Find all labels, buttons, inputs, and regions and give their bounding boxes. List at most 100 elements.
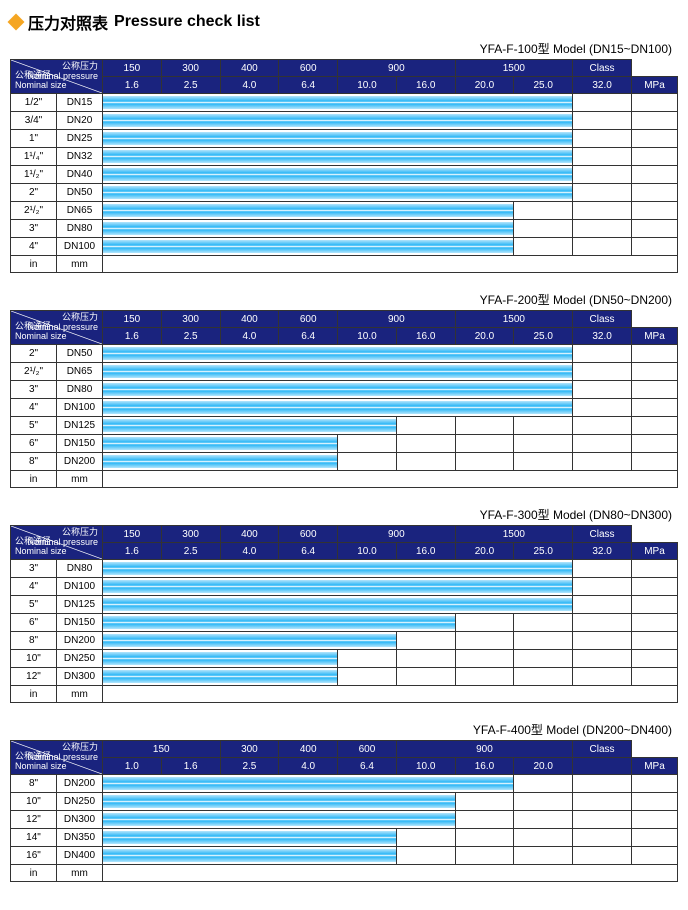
empty-cell: [514, 668, 573, 686]
pressure-bar: [103, 96, 572, 109]
empty-cell: [573, 632, 632, 650]
model-label: YFA-F-100型 Model (DN15~DN100): [10, 40, 678, 57]
unit-in: in: [11, 686, 57, 703]
class-header: 900: [396, 741, 572, 758]
table-row: 5"DN125: [11, 417, 678, 435]
size-dn: DN50: [57, 345, 103, 363]
size-in: 8": [11, 775, 57, 793]
size-in: 6": [11, 435, 57, 453]
empty-cell: [396, 453, 455, 471]
mpa-header: 1.6: [103, 543, 162, 560]
pressure-table: 公称压力Nominal pressure公称通径Nominal size1503…: [10, 740, 678, 882]
size-dn: DN20: [57, 112, 103, 130]
pressure-table-block: YFA-F-200型 Model (DN50~DN200) 公称压力Nominal…: [10, 291, 678, 488]
tables-container: YFA-F-100型 Model (DN15~DN100) 公称压力Nominal…: [10, 40, 678, 882]
corner-cell: 公称压力Nominal pressure公称通径Nominal size: [11, 60, 103, 94]
mpa-header: 16.0: [455, 758, 514, 775]
empty-cell: [514, 811, 573, 829]
size-in: 10": [11, 793, 57, 811]
pressure-bar-cell: [103, 632, 397, 650]
size-dn: DN100: [57, 399, 103, 417]
table-row: 8"DN200: [11, 775, 678, 793]
mpa-header: 16.0: [396, 543, 455, 560]
size-in: 3": [11, 560, 57, 578]
size-dn: DN15: [57, 94, 103, 112]
empty-cell: [396, 435, 455, 453]
mpa-header: 2.5: [161, 77, 220, 94]
pressure-bar: [103, 849, 396, 862]
empty-cell: [455, 847, 514, 865]
class-header: 300: [161, 526, 220, 543]
pressure-bar: [103, 455, 337, 468]
pressure-bar-cell: [103, 668, 338, 686]
model-label: YFA-F-200型 Model (DN50~DN200): [10, 291, 678, 308]
mpa-header: 25.0: [514, 77, 573, 94]
pressure-bar: [103, 652, 337, 665]
mpa-header: 20.0: [514, 758, 573, 775]
class-header: 900: [338, 526, 456, 543]
pressure-bar: [103, 347, 572, 360]
mpa-header: 10.0: [396, 758, 455, 775]
size-in: 3/4": [11, 112, 57, 130]
size-dn: DN40: [57, 166, 103, 184]
row-end-cell: [632, 775, 678, 793]
size-dn: DN25: [57, 130, 103, 148]
row-end-cell: [632, 578, 678, 596]
empty-cell: [396, 417, 455, 435]
class-unit-header: Class: [573, 741, 632, 758]
pressure-bar-cell: [103, 793, 456, 811]
mpa-header: [573, 758, 632, 775]
row-end-cell: [632, 560, 678, 578]
unit-mm: mm: [57, 471, 103, 488]
size-in: 5": [11, 417, 57, 435]
table-row: 4"DN100: [11, 238, 678, 256]
pressure-table-block: YFA-F-300型 Model (DN80~DN300)公称压力Nominal…: [10, 506, 678, 703]
size-in: 8": [11, 453, 57, 471]
class-unit-header: Class: [573, 311, 632, 328]
pressure-table: 公称压力Nominal pressure公称通径Nominal size1503…: [10, 310, 678, 488]
unit-mm: mm: [57, 686, 103, 703]
size-in: 10": [11, 650, 57, 668]
empty-cell: [573, 614, 632, 632]
class-header: 400: [220, 526, 279, 543]
pressure-bar-cell: [103, 381, 573, 399]
empty-cell: [573, 650, 632, 668]
pressure-bar-cell: [103, 94, 573, 112]
row-end-cell: [632, 166, 678, 184]
empty-cell: [573, 578, 632, 596]
empty-cell: [573, 793, 632, 811]
mpa-header: 6.4: [338, 758, 397, 775]
empty-cell: [338, 435, 397, 453]
size-dn: DN300: [57, 811, 103, 829]
row-end-cell: [632, 453, 678, 471]
class-header: 400: [220, 60, 279, 77]
empty-cell: [455, 811, 514, 829]
mpa-unit-header: MPa: [632, 77, 678, 94]
mpa-header: 4.0: [220, 543, 279, 560]
table-row: 10"DN250: [11, 650, 678, 668]
size-in: 2¹/₂": [11, 363, 57, 381]
table-row: 3/4"DN20: [11, 112, 678, 130]
row-end-cell: [632, 793, 678, 811]
row-end-cell: [632, 345, 678, 363]
pressure-bar-cell: [103, 453, 338, 471]
mpa-header: 4.0: [220, 328, 279, 345]
empty-cell: [514, 453, 573, 471]
class-unit-header: Class: [573, 526, 632, 543]
size-in: 16": [11, 847, 57, 865]
mpa-unit-header: MPa: [632, 758, 678, 775]
pressure-bar: [103, 186, 572, 199]
row-end-cell: [632, 130, 678, 148]
row-end-cell: [632, 94, 678, 112]
pressure-bar-cell: [103, 345, 573, 363]
mpa-header: 16.0: [396, 328, 455, 345]
empty-cell: [573, 166, 632, 184]
table-row: 6"DN150: [11, 435, 678, 453]
mpa-header: 32.0: [573, 328, 632, 345]
row-end-cell: [632, 148, 678, 166]
class-header: 1500: [455, 60, 573, 77]
mpa-unit-header: MPa: [632, 543, 678, 560]
title-en: Pressure check list: [114, 13, 260, 31]
empty-cell: [573, 847, 632, 865]
footer-blank: [103, 865, 678, 882]
